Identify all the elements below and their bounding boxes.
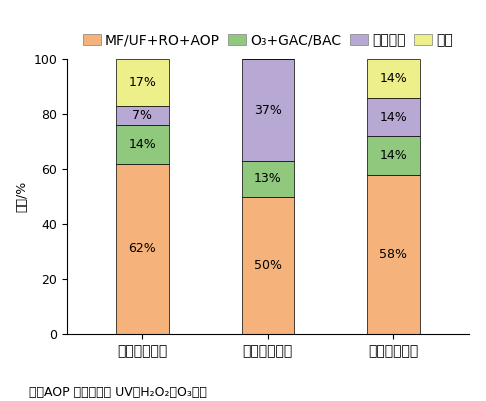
Text: 58%: 58% [380, 248, 407, 261]
Bar [367, 98, 420, 136]
Text: 13%: 13% [254, 172, 282, 185]
Y-axis label: 占比/%: 占比/% [15, 181, 28, 213]
Legend: MF/UF+RO+AOP, O₃+GAC/BAC, 混合工艺, 其他: MF/UF+RO+AOP, O₃+GAC/BAC, 混合工艺, 其他 [77, 28, 459, 53]
Bar [242, 161, 294, 197]
Text: 14%: 14% [380, 111, 407, 124]
Text: 37%: 37% [254, 104, 282, 117]
Text: 62%: 62% [129, 243, 156, 255]
Bar [242, 197, 294, 334]
Text: 14%: 14% [380, 72, 407, 85]
Text: 注：AOP 主要包括如 UV、H₂O₂、O₃等；: 注：AOP 主要包括如 UV、H₂O₂、O₃等； [29, 386, 207, 399]
Bar [367, 136, 420, 175]
Text: 7%: 7% [132, 109, 153, 122]
Text: 14%: 14% [129, 138, 156, 151]
Bar [367, 175, 420, 334]
Bar [367, 59, 420, 98]
Bar [116, 106, 169, 125]
Bar [242, 59, 294, 161]
Text: 17%: 17% [128, 76, 156, 89]
Bar [116, 125, 169, 164]
Text: 14%: 14% [380, 149, 407, 162]
Bar [116, 59, 169, 106]
Text: 50%: 50% [254, 259, 282, 272]
Bar [116, 164, 169, 334]
